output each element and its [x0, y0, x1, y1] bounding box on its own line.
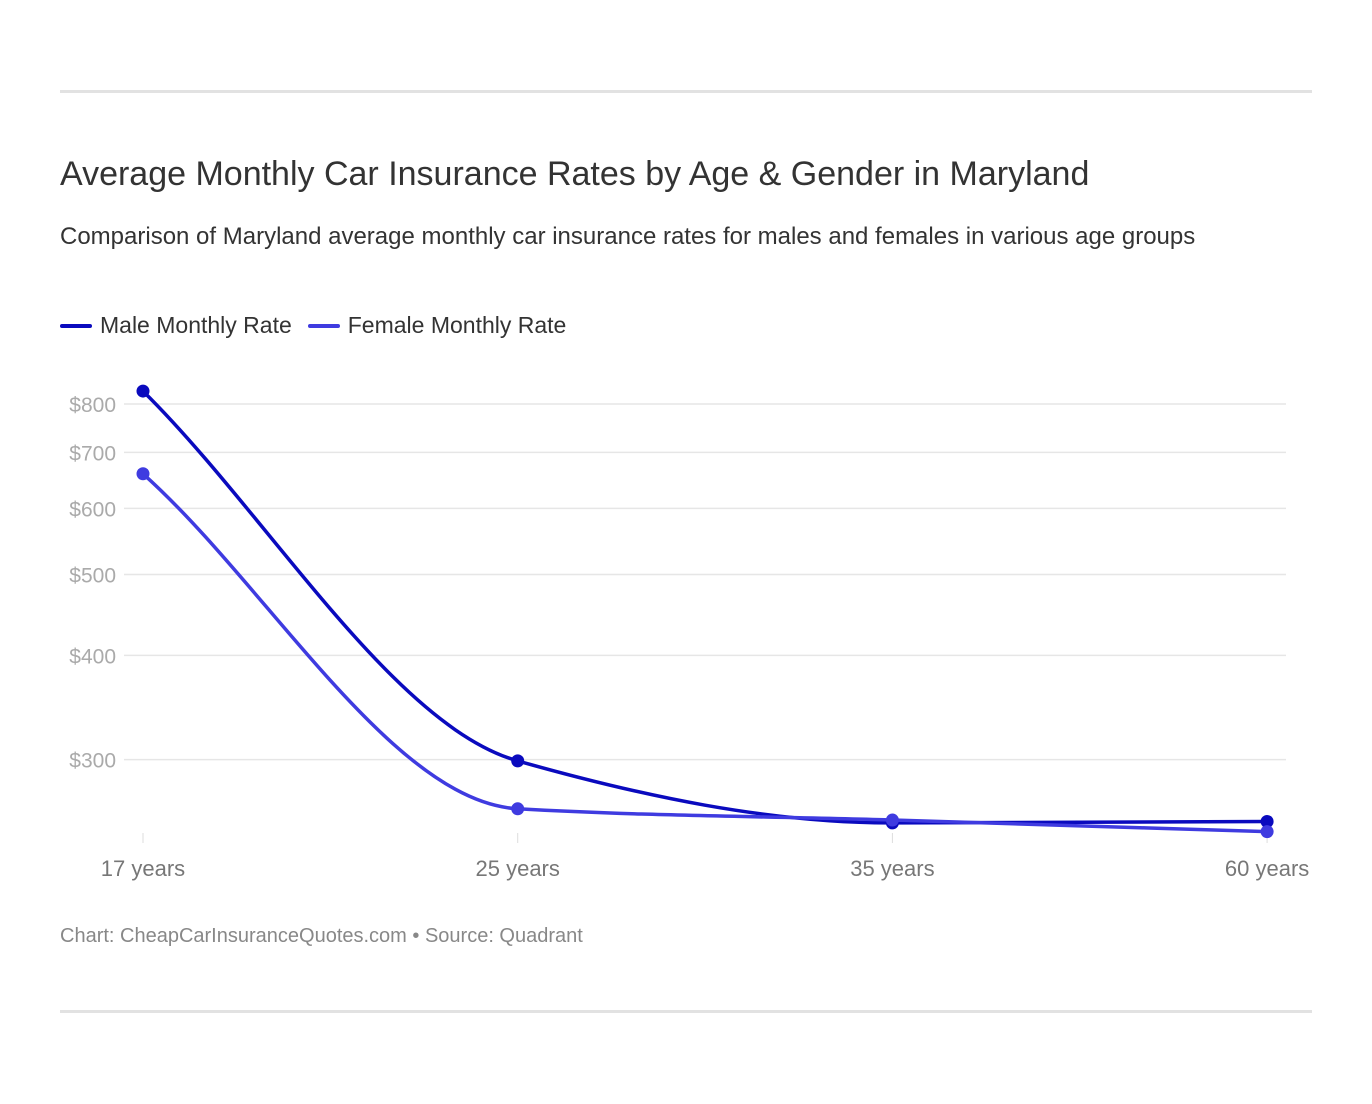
- y-tick-label: $400: [69, 645, 116, 668]
- legend-swatch: [60, 323, 92, 328]
- bottom-divider: [60, 1010, 1312, 1013]
- data-point: [511, 754, 525, 768]
- legend: Male Monthly Rate Female Monthly Rate: [60, 312, 582, 339]
- x-tick-label: 25 years: [476, 856, 560, 881]
- chart-subtitle: Comparison of Maryland average monthly c…: [60, 223, 1196, 250]
- data-point: [1260, 825, 1274, 839]
- series-line-female: [141, 472, 1268, 834]
- legend-item-male[interactable]: Male Monthly Rate: [60, 312, 292, 339]
- data-point: [511, 802, 525, 816]
- data-point: [136, 384, 150, 398]
- x-tick-label: 17 years: [101, 856, 185, 881]
- y-tick-label: $800: [69, 394, 116, 417]
- x-tick-label: 35 years: [850, 856, 934, 881]
- y-tick-label: $300: [69, 750, 116, 773]
- x-tick-label: 60 years: [1225, 856, 1309, 881]
- top-divider: [60, 90, 1312, 93]
- legend-label: Female Monthly Rate: [347, 312, 567, 338]
- chart-title: Average Monthly Car Insurance Rates by A…: [60, 155, 1090, 193]
- series-line-male: [141, 389, 1268, 825]
- y-tick-label: $700: [69, 442, 116, 465]
- data-point: [136, 467, 150, 481]
- y-tick-label: $500: [69, 564, 116, 587]
- y-tick-label: $600: [69, 498, 116, 521]
- data-point: [885, 813, 899, 827]
- data-point: [1260, 814, 1274, 828]
- chart-source: Chart: CheapCarInsuranceQuotes.com • Sou…: [60, 925, 583, 947]
- legend-swatch: [307, 323, 340, 328]
- legend-item-female[interactable]: Female Monthly Rate: [307, 312, 567, 339]
- legend-label: Male Monthly Rate: [100, 312, 292, 338]
